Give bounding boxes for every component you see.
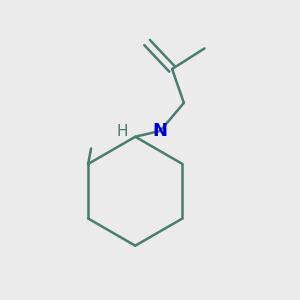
Text: N: N [153, 122, 168, 140]
Text: H: H [116, 124, 128, 139]
